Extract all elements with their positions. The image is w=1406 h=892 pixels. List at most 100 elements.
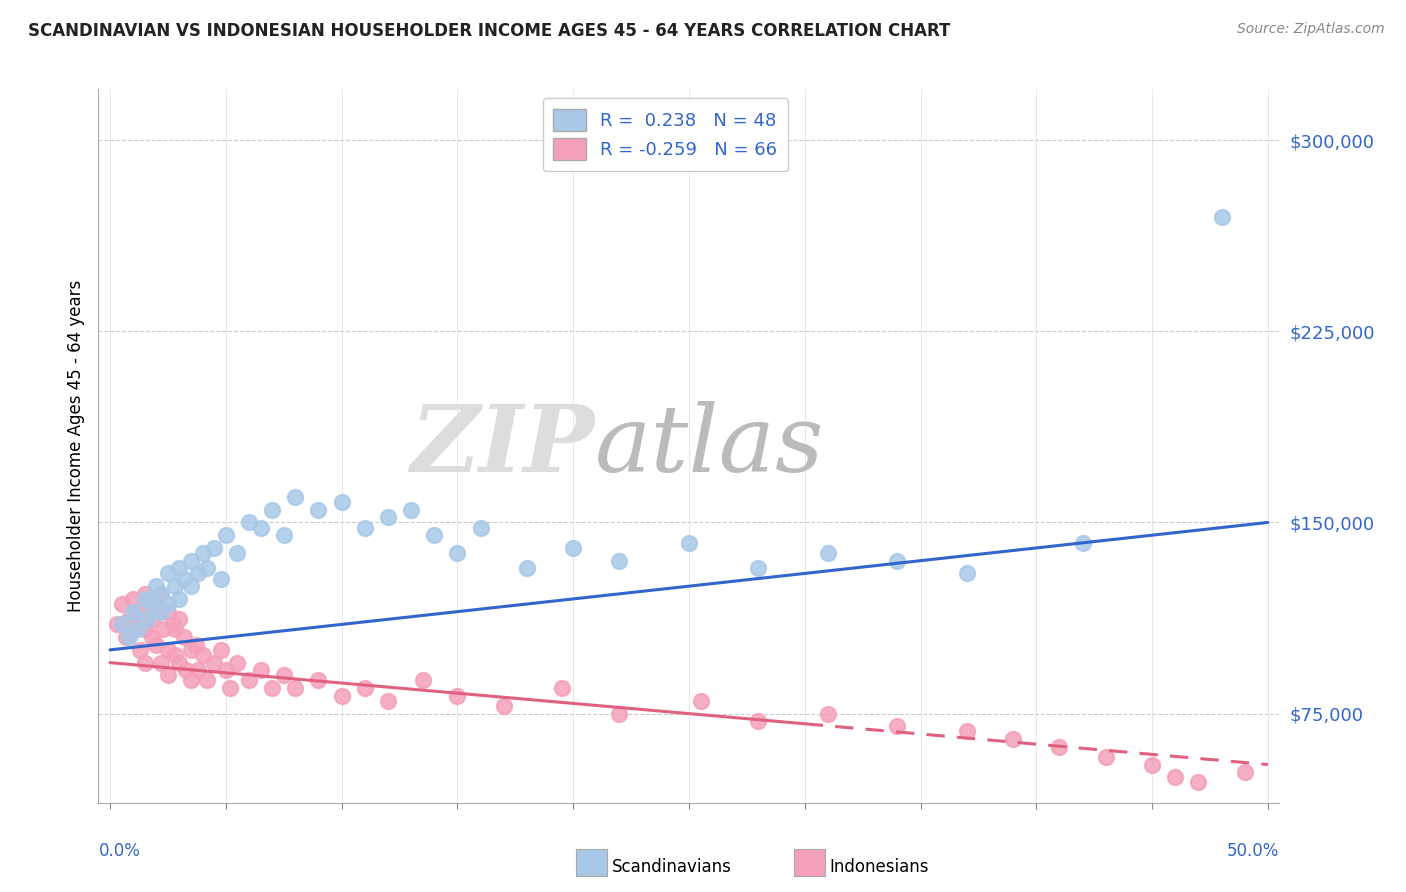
Point: [817, 546, 839, 560]
Text: Scandinavians: Scandinavians: [612, 858, 731, 876]
Point: [377, 694, 399, 708]
Point: [550, 681, 572, 695]
Text: SCANDINAVIAN VS INDONESIAN HOUSEHOLDER INCOME AGES 45 - 64 YEARS CORRELATION CHA: SCANDINAVIAN VS INDONESIAN HOUSEHOLDER I…: [28, 22, 950, 40]
Point: [134, 587, 156, 601]
Point: [163, 623, 186, 637]
Point: [176, 663, 198, 677]
Point: [110, 597, 132, 611]
Point: [184, 638, 207, 652]
Point: [173, 572, 195, 586]
Point: [226, 546, 249, 560]
Point: [110, 617, 132, 632]
Point: [195, 561, 218, 575]
Text: atlas: atlas: [595, 401, 824, 491]
Point: [492, 698, 515, 713]
Point: [117, 630, 139, 644]
Point: [215, 528, 238, 542]
Point: [156, 643, 179, 657]
Point: [141, 630, 163, 644]
Point: [377, 510, 399, 524]
Point: [136, 612, 159, 626]
Point: [149, 656, 172, 670]
Point: [134, 623, 156, 637]
Point: [156, 597, 179, 611]
Point: [195, 673, 218, 688]
Point: [191, 546, 214, 560]
Point: [262, 681, 284, 695]
Point: [149, 587, 172, 601]
Point: [163, 579, 186, 593]
Point: [446, 546, 468, 560]
Point: [134, 656, 156, 670]
Text: 50.0%: 50.0%: [1227, 842, 1279, 860]
Point: [1140, 757, 1163, 772]
Point: [886, 719, 908, 733]
Point: [169, 591, 191, 606]
Point: [115, 630, 138, 644]
Point: [516, 561, 538, 575]
Point: [169, 561, 191, 575]
Point: [162, 617, 184, 632]
Point: [145, 638, 167, 652]
Point: [163, 648, 186, 662]
Point: [353, 520, 375, 534]
Point: [399, 502, 422, 516]
Point: [187, 663, 209, 677]
Point: [470, 520, 492, 534]
Point: [330, 689, 353, 703]
Point: [127, 605, 149, 619]
Point: [678, 536, 700, 550]
Point: [209, 572, 232, 586]
Point: [149, 605, 172, 619]
Point: [262, 502, 284, 516]
Point: [1049, 739, 1071, 754]
Point: [609, 554, 631, 568]
Point: [152, 623, 174, 637]
Point: [412, 673, 434, 688]
Point: [169, 612, 191, 626]
Point: [215, 663, 238, 677]
Point: [353, 681, 375, 695]
Point: [202, 656, 225, 670]
Point: [127, 623, 149, 637]
Point: [122, 591, 145, 606]
Point: [249, 663, 271, 677]
Point: [180, 673, 202, 688]
Text: Source: ZipAtlas.com: Source: ZipAtlas.com: [1237, 22, 1385, 37]
Point: [956, 566, 979, 581]
Text: ZIP: ZIP: [411, 401, 595, 491]
Point: [145, 579, 167, 593]
Point: [180, 554, 202, 568]
Point: [122, 623, 145, 637]
Point: [149, 587, 172, 601]
Point: [202, 541, 225, 555]
Point: [273, 668, 295, 682]
Point: [307, 502, 329, 516]
Point: [1233, 765, 1256, 780]
Point: [138, 597, 160, 611]
Point: [180, 579, 202, 593]
Y-axis label: Householder Income Ages 45 - 64 years: Householder Income Ages 45 - 64 years: [66, 280, 84, 612]
Point: [886, 554, 908, 568]
Point: [1187, 775, 1209, 789]
Point: [209, 643, 232, 657]
Point: [134, 591, 156, 606]
Point: [747, 561, 769, 575]
Point: [117, 612, 139, 626]
Point: [141, 597, 163, 611]
Point: [180, 643, 202, 657]
Point: [122, 605, 145, 619]
Point: [1211, 210, 1233, 224]
Point: [156, 605, 179, 619]
Point: [956, 724, 979, 739]
Point: [1071, 536, 1094, 550]
Point: [562, 541, 585, 555]
Point: [156, 668, 179, 682]
Point: [284, 490, 307, 504]
Point: [284, 681, 307, 695]
Point: [273, 528, 295, 542]
Point: [423, 528, 446, 542]
Point: [238, 673, 260, 688]
Point: [226, 656, 249, 670]
Point: [1002, 732, 1025, 747]
